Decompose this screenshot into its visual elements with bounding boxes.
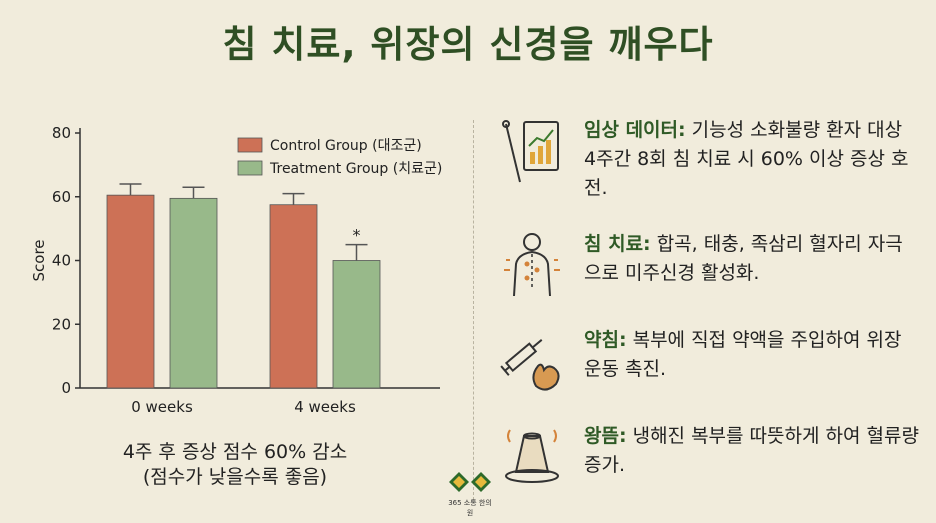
item-label: 약침: bbox=[584, 329, 627, 351]
bar-chart-svg: 0 20 40 60 80 Score 0 weeks 4 weeks * Control Gro… bbox=[30, 124, 442, 416]
bar-chart: 0 20 40 60 80 Score 0 weeks 4 weeks * Control Gro… bbox=[20, 118, 460, 428]
divider bbox=[473, 120, 474, 500]
item-label: 왕뜸: bbox=[584, 425, 627, 447]
item-label: 침 치료: bbox=[584, 233, 651, 255]
logo-mark-icon bbox=[449, 472, 491, 492]
item-text: 복부에 직접 약액을 주입하여 위장 운동 촉진. bbox=[584, 329, 902, 380]
chart-caption: 4주 후 증상 점수 60% 감소 (점수가 낮을수록 좋음) bbox=[50, 440, 420, 490]
x-tick-label: 0 weeks bbox=[131, 398, 193, 416]
syringe-stomach-icon bbox=[500, 339, 560, 391]
bar bbox=[332, 260, 381, 389]
info-item-moxibustion: 왕뜸: 냉해진 복부를 따뜻하게 하여 혈류량 증가. bbox=[500, 422, 920, 502]
item-label: 임상 데이터: bbox=[584, 119, 686, 141]
bar bbox=[169, 197, 218, 389]
y-tick-label: 60 bbox=[52, 188, 71, 206]
bar bbox=[269, 204, 318, 389]
moxibustion-icon bbox=[505, 429, 559, 483]
y-tick-label: 80 bbox=[52, 124, 71, 142]
logo-text: 365 소통 한의원 bbox=[448, 499, 492, 517]
caption-line1: 4주 후 증상 점수 60% 감소 bbox=[122, 441, 348, 463]
item-text: 냉해진 복부를 따뜻하게 하여 혈류량 증가. bbox=[584, 425, 919, 476]
y-tick-label: 40 bbox=[52, 252, 71, 270]
significance-annotation: * bbox=[353, 226, 361, 245]
body-acupoints-icon bbox=[504, 233, 560, 297]
legend-swatch bbox=[237, 160, 263, 176]
info-item-clinical-data: 임상 데이터: 기능성 소화불량 환자 대상 4주간 8회 침 치료 시 60%… bbox=[500, 116, 920, 199]
item-text: 합곡, 태충, 족삼리 혈자리 자극으로 미주신경 활성화. bbox=[584, 233, 903, 284]
info-item-pharmacopuncture: 약침: 복부에 직접 약액을 주입하여 위장 운동 촉진. bbox=[500, 326, 920, 406]
item-text: 기능성 소화불량 환자 대상 4주간 8회 침 치료 시 60% 이상 증상 호… bbox=[584, 119, 909, 199]
bar bbox=[106, 194, 155, 389]
legend-label: Control Group (대조군) bbox=[270, 138, 422, 154]
page-title: 침 치료, 위장의 신경을 깨우다 bbox=[222, 23, 714, 66]
legend-swatch bbox=[237, 137, 263, 153]
y-tick-label: 0 bbox=[61, 379, 71, 397]
caption-line2: (점수가 낮을수록 좋음) bbox=[142, 466, 328, 488]
clinic-logo: 365 소통 한의원 bbox=[447, 466, 493, 517]
y-tick-label: 20 bbox=[52, 315, 71, 333]
chart-needle-icon bbox=[502, 120, 559, 183]
info-item-acupuncture: 침 치료: 합곡, 태충, 족삼리 혈자리 자극으로 미주신경 활성화. bbox=[500, 230, 920, 310]
legend-label: Treatment Group (치료군) bbox=[269, 161, 442, 177]
x-tick-label: 4 weeks bbox=[294, 398, 356, 416]
y-axis-label: Score bbox=[30, 239, 48, 281]
